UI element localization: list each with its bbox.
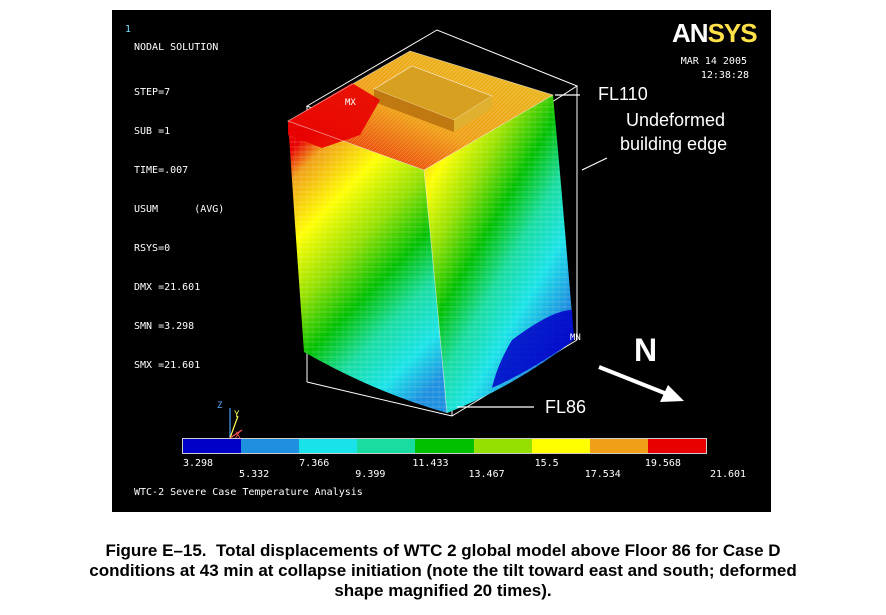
solution-params: STEP=7 SUB =1 TIME=.007 USUM (AVG) RSYS=… <box>134 60 224 398</box>
logo-main: AN <box>672 18 709 48</box>
legend-label: 13.467 <box>468 469 505 480</box>
caption-line2: conditions at 43 min at collapse initiat… <box>89 561 797 580</box>
caption-line1: Figure E–15. Total displacements of WTC … <box>105 541 781 560</box>
legend-label: 15.5 <box>534 458 559 469</box>
analysis-footer: WTC-2 Severe Case Temperature Analysis <box>134 487 363 498</box>
legend-segment <box>183 439 242 453</box>
legend-label: 5.332 <box>239 469 270 480</box>
min-marker: MN <box>570 333 581 343</box>
axis-z-label: Z <box>217 401 223 411</box>
fl86-label: FL86 <box>545 397 587 417</box>
legend-label: 9.399 <box>355 469 386 480</box>
legend-label: 3.298 <box>182 458 214 469</box>
legend-segment <box>415 439 474 453</box>
param-usum: USUM (AVG) <box>134 204 225 215</box>
legend-segment <box>241 439 300 453</box>
legend-label: 17.534 <box>584 469 621 480</box>
param-sub: SUB =1 <box>134 126 171 137</box>
fl110-label: FL110 <box>598 84 648 104</box>
legend-segment <box>357 439 416 453</box>
param-smx: SMX =21.601 <box>134 360 201 371</box>
axis-y-label: Y <box>234 410 240 420</box>
legend-label: 19.568 <box>644 458 681 469</box>
building-contour-graphic <box>229 29 684 439</box>
plot-time: 12:38:28 <box>700 70 749 81</box>
legend-segment <box>589 439 648 453</box>
legend-segment <box>647 439 706 453</box>
north-label: N <box>634 332 658 368</box>
figure-caption: Figure E–15. Total displacements of WTC … <box>0 541 886 601</box>
legend-segment <box>531 439 590 453</box>
axis-x-label: X <box>235 431 241 441</box>
undeformed-label-line2: building edge <box>620 134 728 154</box>
solution-title: NODAL SOLUTION <box>134 42 219 53</box>
param-smn: SMN =3.298 <box>134 321 195 332</box>
legend-segment <box>299 439 358 453</box>
ansys-plot-panel: 1 NODAL SOLUTION STEP=7 SUB =1 TIME=.007… <box>112 10 771 512</box>
param-dmx: DMX =21.601 <box>134 282 201 293</box>
param-step: STEP=7 <box>134 87 171 98</box>
param-time: TIME=.007 <box>134 165 189 176</box>
window-number: 1 <box>125 24 132 35</box>
legend-segment <box>473 439 532 453</box>
legend-label: 11.433 <box>412 458 449 469</box>
undeformed-label-line1: Undeformed <box>626 110 726 130</box>
max-marker: MX <box>345 98 356 108</box>
param-rsys: RSYS=0 <box>134 243 171 254</box>
ansys-logo: ANSYS <box>672 18 758 49</box>
caption-line3: shape magnified 20 times). <box>334 581 552 600</box>
plot-date: MAR 14 2005 <box>680 56 747 67</box>
logo-accent: SYS <box>707 18 758 48</box>
legend-label: 21.601 <box>709 469 747 480</box>
contour-legend-bar <box>182 438 707 454</box>
legend-label: 7.366 <box>299 458 330 469</box>
